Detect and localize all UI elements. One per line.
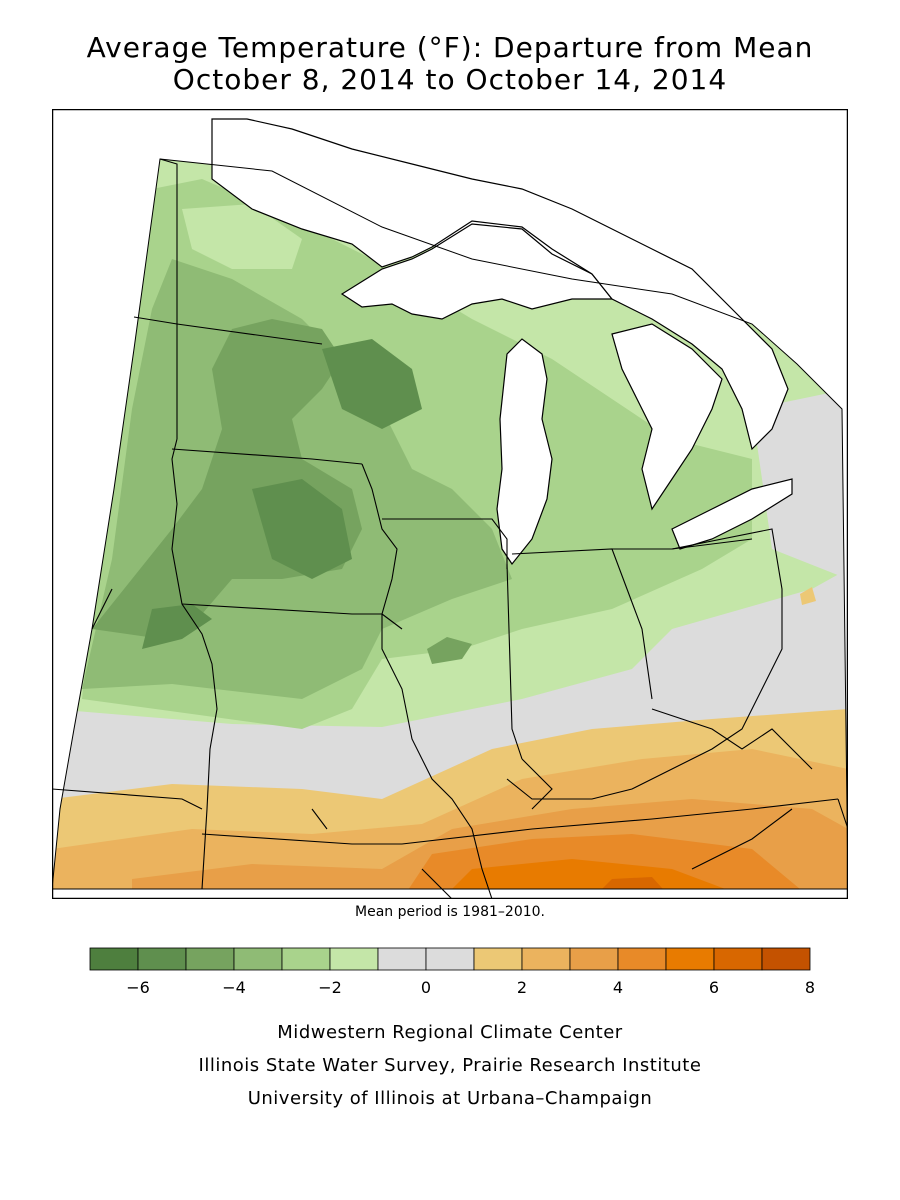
legend-color-boxes — [89, 947, 811, 971]
legend-box — [761, 947, 811, 971]
legend-box — [473, 947, 523, 971]
map-date-range: October 8, 2014 to October 14, 2014 — [172, 63, 728, 96]
legend-box — [425, 947, 475, 971]
legend-box — [233, 947, 283, 971]
legend-tick-label: 8 — [805, 978, 815, 997]
color-legend: −6 −4 −2 0 2 4 6 8 — [89, 947, 815, 997]
legend-box — [377, 947, 427, 971]
legend-tick-label: −4 — [222, 978, 246, 997]
legend-box — [185, 947, 235, 971]
legend-tick-label: −2 — [318, 978, 342, 997]
region-outline — [52, 158, 848, 890]
legend-box — [713, 947, 763, 971]
lake-superior — [340, 223, 614, 320]
legend-box — [281, 947, 331, 971]
lake-michigan — [496, 338, 553, 566]
legend-box — [329, 947, 379, 971]
state-borders — [52, 158, 848, 899]
lake-huron — [611, 323, 723, 511]
legend-tick-label: −6 — [126, 978, 150, 997]
legend-box — [89, 947, 139, 971]
legend-tick-label: 4 — [613, 978, 623, 997]
legend-tick-labels: −6 −4 −2 0 2 4 6 8 — [126, 978, 815, 997]
temperature-departure-map — [52, 109, 848, 899]
map-title: Average Temperature (°F): Departure from… — [86, 31, 814, 64]
legend-tick-label: 0 — [421, 978, 431, 997]
legend-tick-label: 2 — [517, 978, 527, 997]
legend-box — [617, 947, 667, 971]
credit-line-2: Illinois State Water Survey, Prairie Res… — [198, 1055, 702, 1076]
canada-land — [211, 118, 789, 451]
credit-line-1: Midwestern Regional Climate Center — [277, 1022, 623, 1043]
legend-box — [665, 947, 715, 971]
credit-line-3: University of Illinois at Urbana–Champai… — [247, 1088, 653, 1109]
map-frame — [52, 109, 848, 899]
great-lakes — [211, 118, 793, 566]
legend-box — [569, 947, 619, 971]
legend-box — [137, 947, 187, 971]
legend-box — [521, 947, 571, 971]
mean-period-note: Mean period is 1981–2010. — [355, 904, 545, 920]
legend-tick-label: 6 — [709, 978, 719, 997]
